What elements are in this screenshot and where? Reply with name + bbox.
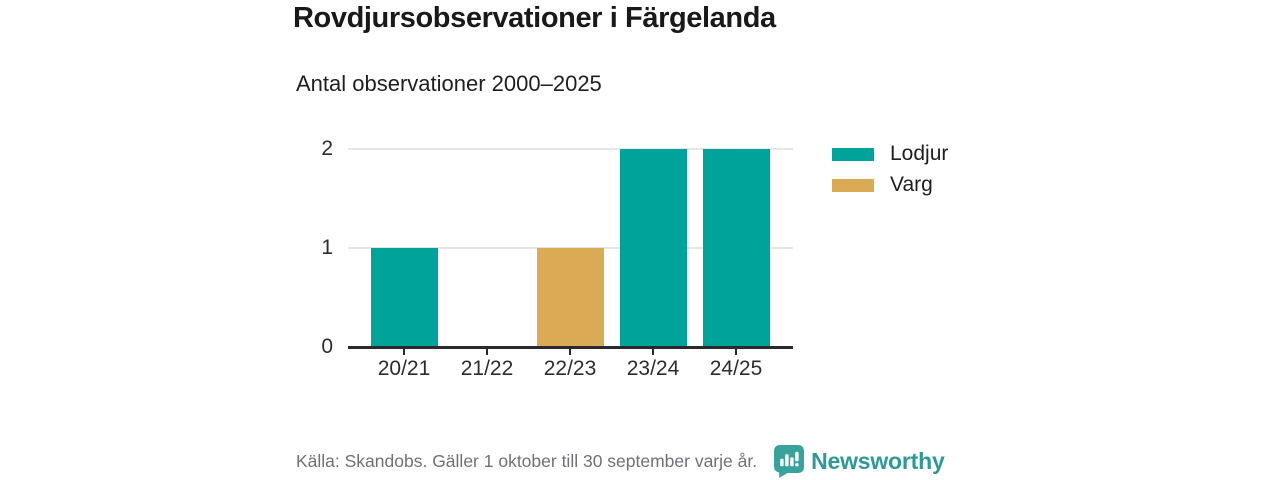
x-axis-line (348, 346, 793, 349)
legend-label: Lodjur (890, 142, 949, 165)
x-axis-tick-label: 24/25 (709, 357, 763, 380)
legend-swatch (832, 178, 874, 192)
x-axis-tick-label: 22/23 (543, 357, 597, 380)
x-axis-tick (403, 348, 405, 355)
y-axis-tick-label: 2 (321, 137, 333, 160)
bar-varg-22-23 (536, 248, 604, 347)
x-axis-tick-label: 21/22 (460, 357, 514, 380)
bar-lodjur-23-24 (619, 149, 687, 347)
chart-title: Rovdjursobservationer i Färgelanda (293, 2, 776, 34)
legend-item-lodjur: Lodjur (832, 141, 948, 167)
bar-chart: 0 1 2 20/21 21/22 22/23 23/24 24/25 (300, 130, 820, 400)
y-axis-tick-label: 0 (321, 335, 333, 358)
newsworthy-speech-bubble-bars-icon (774, 444, 805, 478)
chart-legend: Lodjur Varg (832, 141, 948, 198)
x-axis-tick (569, 348, 571, 355)
newsworthy-wordmark: Newsworthy (811, 447, 945, 474)
chart-subtitle: Antal observationer 2000–2025 (296, 71, 602, 96)
legend-label: Varg (890, 173, 933, 196)
legend-swatch (832, 147, 874, 161)
source-note: Källa: Skandobs. Gäller 1 oktober till 3… (296, 450, 758, 471)
x-axis-tick (735, 348, 737, 355)
x-axis-tick (652, 348, 654, 355)
legend-item-varg: Varg (832, 172, 948, 198)
x-axis-tick-label: 20/21 (377, 357, 431, 380)
bar-lodjur-24-25 (702, 149, 770, 347)
y-axis-tick-label: 1 (321, 236, 333, 259)
chart-footer: Källa: Skandobs. Gäller 1 oktober till 3… (296, 444, 945, 478)
bar-lodjur-20-21 (370, 248, 438, 347)
x-axis-tick-label: 23/24 (626, 357, 680, 380)
newsworthy-logo[interactable]: Newsworthy (774, 444, 945, 478)
x-axis-tick (486, 348, 488, 355)
gridline-y2 (348, 148, 793, 150)
